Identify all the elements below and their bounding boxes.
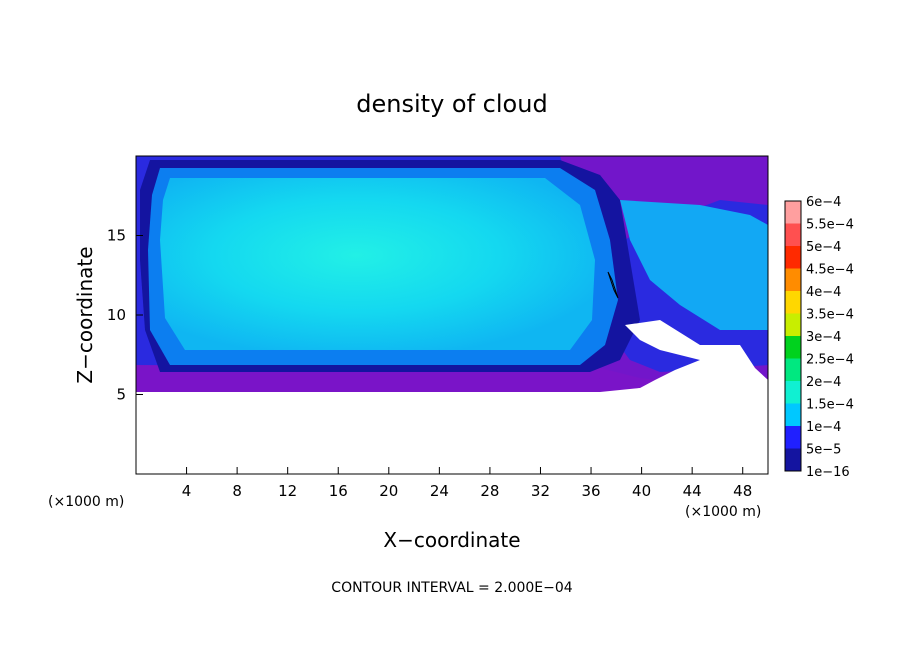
colorbar-swatch: [785, 381, 801, 404]
y-tick-label: 10: [107, 306, 126, 324]
x-tick-label: 16: [329, 482, 348, 500]
x-axis-label: X−coordinate: [383, 528, 520, 552]
colorbar-label: 1e−4: [806, 420, 841, 435]
colorbar-swatch: [785, 223, 801, 246]
x-tick-label: 44: [683, 482, 702, 500]
x-tick-label: 24: [430, 482, 449, 500]
colorbar-label: 5.5e−4: [806, 218, 854, 233]
colorbar-swatch: [785, 201, 801, 224]
colorbar-swatch: [785, 358, 801, 381]
chart-title: density of cloud: [356, 90, 547, 118]
colorbar-label: 1.5e−4: [806, 398, 854, 413]
x-unit-label-left: (×1000 m): [48, 494, 124, 510]
x-tick-label: 12: [278, 482, 297, 500]
x-tick-label: 48: [733, 482, 752, 500]
x-tick-label: 32: [531, 482, 550, 500]
colorbar-swatch: [785, 313, 801, 336]
y-axis: 5 10 15: [107, 227, 143, 404]
x-tick-label: 36: [581, 482, 600, 500]
x-unit-label-right: (×1000 m): [685, 504, 761, 520]
colorbar: 6e−4 5.5e−4 5e−4 4.5e−4 4e−4 3.5e−4 3e−4 2.5e−4…: [784, 195, 854, 480]
colorbar-label: 2e−4: [806, 375, 841, 390]
colorbar-label: 6e−4: [806, 195, 841, 210]
colorbar-label: 4.5e−4: [806, 263, 854, 278]
density-field: [136, 156, 768, 474]
x-axis: 4 8 12 16 20 24 28 32 36 40 44 48: [182, 467, 752, 500]
colorbar-swatch: [785, 268, 801, 291]
colorbar-label: 1e−16: [806, 465, 850, 480]
x-tick-label: 8: [232, 482, 242, 500]
y-axis-label: Z−coordinate: [73, 246, 97, 383]
colorbar-frame: [784, 200, 802, 472]
x-tick-label: 4: [182, 482, 192, 500]
colorbar-swatch: [785, 426, 801, 449]
colorbar-swatch: [785, 291, 801, 314]
x-tick-label: 28: [480, 482, 499, 500]
colorbar-swatch: [785, 448, 801, 471]
colorbar-swatch: [785, 246, 801, 269]
colorbar-label: 3e−4: [806, 330, 841, 345]
x-tick-label: 40: [632, 482, 651, 500]
contour-interval-footer: CONTOUR INTERVAL = 2.000E−04: [331, 580, 572, 596]
colorbar-swatch: [785, 336, 801, 359]
colorbar-label: 3.5e−4: [806, 308, 854, 323]
x-tick-label: 20: [379, 482, 398, 500]
colorbar-label: 5e−4: [806, 240, 841, 255]
y-tick-label: 15: [107, 227, 126, 245]
y-tick-label: 5: [116, 386, 126, 404]
colorbar-label: 2.5e−4: [806, 353, 854, 368]
colorbar-label: 5e−5: [806, 443, 841, 458]
colorbar-swatch: [785, 403, 801, 426]
colorbar-label: 4e−4: [806, 285, 841, 300]
